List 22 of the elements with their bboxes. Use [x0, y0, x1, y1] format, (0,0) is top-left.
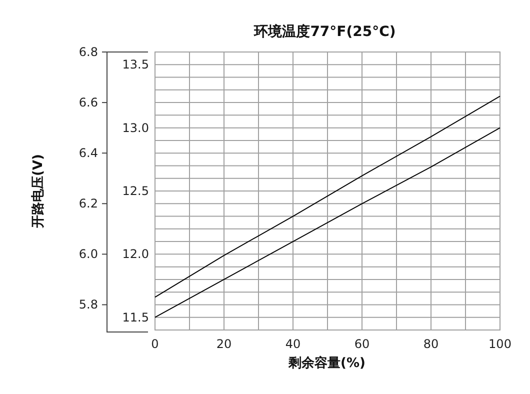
line-series — [154, 127, 500, 318]
x-tick-label: 20 — [216, 337, 232, 351]
x-tick-label: 0 — [151, 337, 159, 351]
x-tick-label: 80 — [423, 337, 439, 351]
y-tick-label: 5.8 — [78, 298, 98, 312]
x-tick-label: 40 — [285, 337, 301, 351]
y2-tick-label: 13.5 — [122, 58, 149, 72]
y-tick-label: 6.4 — [78, 146, 98, 160]
y-tick-label: 6.0 — [78, 247, 98, 262]
y-tick-label: 6.8 — [78, 45, 98, 59]
y2-tick-label: 11.5 — [122, 310, 149, 324]
y2-tick-label: 13.0 — [122, 120, 149, 135]
x-axis-title: 剩余容量(%) — [288, 355, 366, 371]
line-series — [154, 96, 500, 298]
y-axis-title: 开路电压(V) — [31, 154, 46, 229]
y-tick-label: 6.6 — [78, 96, 98, 110]
chart-title: 环境温度77°F(25°C) — [253, 23, 396, 40]
x-tick-label: 100 — [488, 337, 512, 351]
y-tick-label: 6.2 — [78, 196, 98, 211]
y2-tick-label: 12.0 — [122, 247, 149, 262]
y2-tick-label: 12.5 — [122, 184, 149, 198]
x-tick-label: 60 — [354, 337, 370, 351]
